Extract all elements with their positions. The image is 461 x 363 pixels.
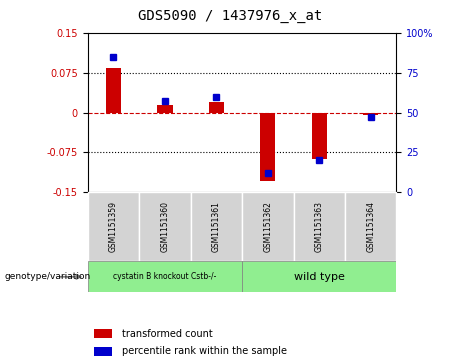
- Bar: [260, 113, 276, 181]
- Bar: [94, 347, 112, 356]
- Bar: [345, 192, 396, 261]
- Text: GSM1151362: GSM1151362: [263, 201, 272, 252]
- Bar: [94, 329, 112, 338]
- Bar: [242, 261, 396, 292]
- Text: transformed count: transformed count: [122, 329, 213, 339]
- Text: genotype/variation: genotype/variation: [5, 272, 91, 281]
- Bar: [312, 113, 327, 159]
- Bar: [190, 192, 242, 261]
- Text: GSM1151364: GSM1151364: [366, 201, 375, 252]
- Text: percentile rank within the sample: percentile rank within the sample: [122, 346, 287, 356]
- Text: GSM1151360: GSM1151360: [160, 201, 169, 252]
- Bar: [88, 261, 242, 292]
- Bar: [157, 105, 172, 113]
- Bar: [242, 192, 294, 261]
- Text: GDS5090 / 1437976_x_at: GDS5090 / 1437976_x_at: [138, 9, 323, 23]
- Bar: [363, 113, 378, 115]
- Text: wild type: wild type: [294, 272, 345, 282]
- Text: GSM1151361: GSM1151361: [212, 201, 221, 252]
- Text: GSM1151363: GSM1151363: [315, 201, 324, 252]
- Text: GSM1151359: GSM1151359: [109, 201, 118, 252]
- Text: cystatin B knockout Cstb-/-: cystatin B knockout Cstb-/-: [113, 272, 217, 281]
- Bar: [88, 192, 139, 261]
- Bar: [208, 102, 224, 113]
- Bar: [294, 192, 345, 261]
- Bar: [139, 192, 190, 261]
- Bar: [106, 68, 121, 113]
